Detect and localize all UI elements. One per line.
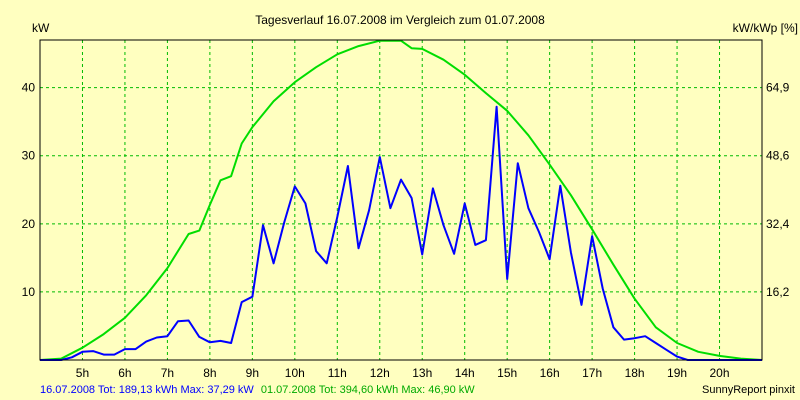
legend-blue: 16.07.2008 Tot: 189,13 kWh Max: 37,29 kW xyxy=(40,384,254,396)
tick-labels: 5h 6h 7h 8h 9h 10h 11h 12h 13h 14h 15h 16h 17h 18h 19h… xyxy=(22,81,790,380)
legend: 16.07.2008 Tot: 189,13 kWh Max: 37,29 kW… xyxy=(40,384,475,396)
x-tick-label: 14h xyxy=(455,366,475,380)
y-tick-label-left: 40 xyxy=(22,81,36,95)
grid xyxy=(40,40,762,360)
x-tick-label: 10h xyxy=(285,366,305,380)
x-tick-label: 5h xyxy=(76,366,89,380)
x-tick-label: 8h xyxy=(203,366,216,380)
x-tick-label: 12h xyxy=(370,366,390,380)
x-tick-label: 11h xyxy=(328,366,347,380)
chart-title: Tagesverlauf 16.07.2008 im Vergleich zum… xyxy=(255,13,545,27)
series-line-blue xyxy=(40,105,762,361)
x-tick-label: 17h xyxy=(582,366,602,380)
y-tick-label-right: 32,4 xyxy=(766,217,790,231)
x-tick-label: 6h xyxy=(118,366,131,380)
series-lines xyxy=(39,39,763,361)
x-tick-label: 19h xyxy=(667,366,687,380)
credit: SunnyReport pinxit xyxy=(702,384,795,396)
y-axis-label-left: kW xyxy=(32,21,50,35)
y-tick-label-right: 16,2 xyxy=(766,285,790,299)
x-tick-label: 18h xyxy=(625,366,645,380)
y-tick-label-right: 64,9 xyxy=(766,81,790,95)
x-tick-label: 15h xyxy=(497,366,517,380)
x-tick-label: 7h xyxy=(161,366,174,380)
series-line-green xyxy=(39,39,763,361)
y-tick-label-right: 48,6 xyxy=(766,149,790,163)
plot-frame xyxy=(39,39,763,361)
y-axis-label-right: kW/kWp [%] xyxy=(733,21,798,35)
y-tick-label-left: 10 xyxy=(22,285,36,299)
x-tick-label: 20h xyxy=(710,366,730,380)
x-tick-label: 13h xyxy=(412,366,432,380)
legend-green: 01.07.2008 Tot: 394,60 kWh Max: 46,90 kW xyxy=(261,384,475,396)
x-tick-label: 9h xyxy=(246,366,259,380)
y-tick-label-left: 20 xyxy=(22,217,36,231)
x-tick-label: 16h xyxy=(540,366,560,380)
y-tick-label-left: 30 xyxy=(22,149,36,163)
